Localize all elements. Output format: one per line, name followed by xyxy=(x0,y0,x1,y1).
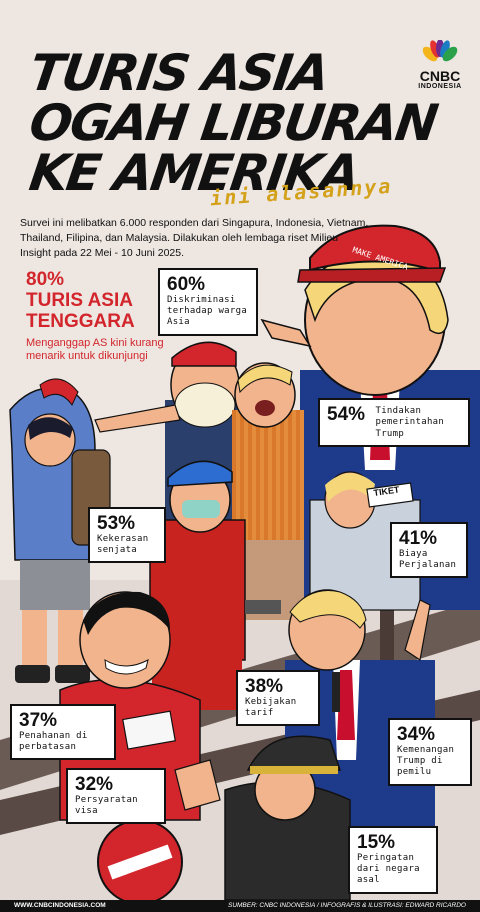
cnbc-logo: CNBC INDONESIA xyxy=(410,39,470,90)
brand-name: CNBC xyxy=(419,68,461,84)
headline-desc: Menganggap AS kini kurang menarik untuk … xyxy=(26,336,164,363)
reason-card: 41% Biaya Perjalanan xyxy=(390,522,468,579)
reason-pct: 37% xyxy=(19,710,58,731)
footer-credit: SUMBER: CNBC INDONESIA / INFOGRAFIS & IL… xyxy=(227,902,466,909)
reason-pct: 41% xyxy=(399,528,438,549)
title-line-2: OGAH LIBURAN xyxy=(25,94,440,152)
reason-pct: 32% xyxy=(75,774,114,795)
reason-card: 60% Diskriminasi terhadap warga Asia xyxy=(158,268,258,336)
reason-label: Persyaratan visa xyxy=(75,794,138,817)
border-officer-figure xyxy=(174,735,351,901)
reason-pct: 38% xyxy=(245,676,284,697)
reason-label: Kemenangan Trump di pemilu xyxy=(397,744,455,778)
reason-card: 38% Kebijakan tarif xyxy=(236,670,320,727)
reason-pct: 34% xyxy=(397,724,436,745)
title-line-1: TURIS ASIA xyxy=(25,44,332,102)
reason-pct: 54% xyxy=(327,404,366,425)
reason-label: Kebijakan tarif xyxy=(245,696,297,719)
reason-card: 53% Kekerasan senjata xyxy=(88,507,166,564)
brand-country: INDONESIA xyxy=(418,83,462,90)
intro-text: Survei ini melibatkan 6.000 responden da… xyxy=(20,217,369,260)
reason-card: 37% Penahanan di perbatasan xyxy=(10,704,116,761)
headline-group-2: TENGGARA xyxy=(26,310,135,332)
reason-pct: 53% xyxy=(97,513,136,534)
reason-label: Tindakan pemerintahan Trump xyxy=(375,406,445,439)
reason-label: Peringatan dari negara asal xyxy=(357,852,420,886)
reason-card: 54% Tindakan pemerintahan Trump xyxy=(318,398,470,447)
reason-card: 15% Peringatan dari negara asal xyxy=(348,826,438,894)
headline-pct: 80% xyxy=(26,269,65,290)
ticket-text: TIKET xyxy=(373,484,401,498)
headline-stat: 80% TURIS ASIA TENGGARA Menganggap AS ki… xyxy=(26,269,166,364)
boy-in-hoodie-figure xyxy=(9,378,111,683)
reason-label: Diskriminasi terhadap warga Asia xyxy=(167,294,248,328)
reason-card: 32% Persyaratan visa xyxy=(66,768,166,825)
peacock-icon xyxy=(422,39,458,62)
footer-bar: WWW.CNBCINDONESIA.COM SUMBER: CNBC INDON… xyxy=(0,900,480,912)
reason-pct: 60% xyxy=(167,274,206,295)
reason-label: Kekerasan senjata xyxy=(97,533,149,556)
reason-pct: 15% xyxy=(357,832,396,853)
reason-label: Penahanan di perbatasan xyxy=(19,730,88,753)
reason-label: Biaya Perjalanan xyxy=(399,548,457,571)
headline-group-1: TURIS ASIA xyxy=(26,289,133,311)
reason-card: 34% Kemenangan Trump di pemilu xyxy=(388,718,472,786)
footer-site: WWW.CNBCINDONESIA.COM xyxy=(14,902,106,909)
no-entry-sign-figure xyxy=(97,819,183,905)
